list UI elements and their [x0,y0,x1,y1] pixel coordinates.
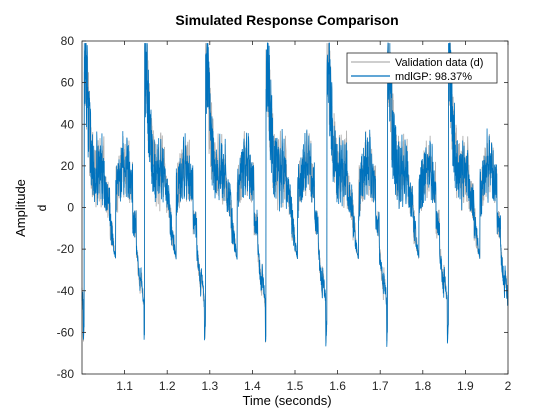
x-axis-label: Time (seconds) [242,393,331,408]
y-tick-label: -80 [57,367,75,381]
legend-label-validation: Validation data (d) [395,57,483,69]
y-axis-label: Amplitude [13,179,28,237]
plot-area: 1.1 1.2 1.3 1.4 1.5 1.6 1.7 1.8 1.9 2 80 60 40 20 0 -20… [57,34,512,393]
x-tick-label: 1.9 [457,379,474,393]
ticks-layer: 1.1 1.2 1.3 1.4 1.5 1.6 1.7 1.8 1.9 2 80 60 40 20 0 -20… [57,34,512,393]
x-tick-label: 1.6 [329,379,346,393]
y-tick-label: 0 [67,201,74,215]
y-tick-label: -40 [57,284,75,298]
x-tick-label: 2 [505,379,512,393]
series-line-model [81,42,509,347]
y-tick-label: 80 [61,34,75,48]
series-layer [81,42,509,347]
x-tick-label: 1.1 [116,379,133,393]
x-tick-label: 1.4 [244,379,261,393]
y-tick-label: 40 [61,117,75,131]
legend-box [346,52,498,84]
axes-background [82,41,508,374]
y-tick-label: 20 [61,159,75,173]
x-tick-label: 1.5 [287,379,304,393]
x-tick-label: 1.7 [372,379,389,393]
chart-title: Simulated Response Comparison [175,12,398,28]
y-tick-label: 60 [61,76,75,90]
x-tick-label: 1.2 [159,379,176,393]
legend: Validation data (d) mdlGP: 98.37% [346,52,498,84]
y-tick-label: -20 [57,242,75,256]
x-tick-label: 1.8 [414,379,431,393]
legend-label-model: mdlGP: 98.37% [395,71,472,83]
channel-label: d [35,205,49,212]
x-tick-label: 1.3 [201,379,218,393]
y-tick-label: -60 [57,325,75,339]
